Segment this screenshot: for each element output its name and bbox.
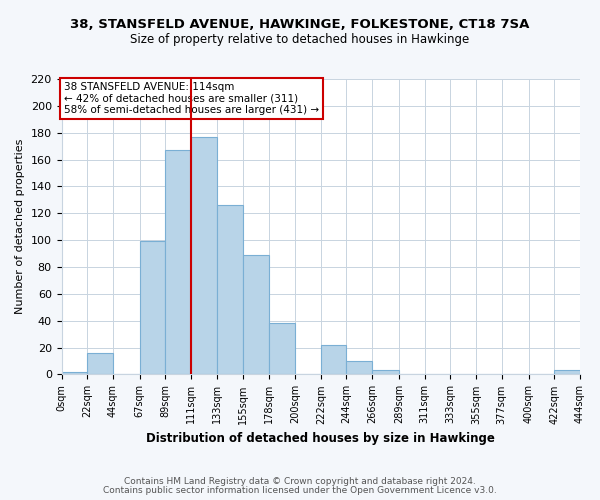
- Bar: [62, 372, 87, 374]
- Bar: [166, 150, 191, 374]
- Text: Contains HM Land Registry data © Crown copyright and database right 2024.: Contains HM Land Registry data © Crown c…: [124, 477, 476, 486]
- Bar: [242, 255, 269, 374]
- Bar: [87, 353, 113, 374]
- Bar: [140, 242, 166, 374]
- Bar: [321, 345, 346, 374]
- Text: Contains public sector information licensed under the Open Government Licence v3: Contains public sector information licen…: [103, 486, 497, 495]
- Text: 38 STANSFELD AVENUE: 114sqm
← 42% of detached houses are smaller (311)
58% of se: 38 STANSFELD AVENUE: 114sqm ← 42% of det…: [64, 82, 319, 115]
- Bar: [269, 324, 295, 374]
- Text: 38, STANSFELD AVENUE, HAWKINGE, FOLKESTONE, CT18 7SA: 38, STANSFELD AVENUE, HAWKINGE, FOLKESTO…: [70, 18, 530, 30]
- Bar: [217, 205, 242, 374]
- Y-axis label: Number of detached properties: Number of detached properties: [15, 139, 25, 314]
- Bar: [346, 361, 372, 374]
- X-axis label: Distribution of detached houses by size in Hawkinge: Distribution of detached houses by size …: [146, 432, 495, 445]
- Text: Size of property relative to detached houses in Hawkinge: Size of property relative to detached ho…: [130, 32, 470, 46]
- Bar: [554, 370, 580, 374]
- Bar: [372, 370, 399, 374]
- Bar: [191, 136, 217, 374]
